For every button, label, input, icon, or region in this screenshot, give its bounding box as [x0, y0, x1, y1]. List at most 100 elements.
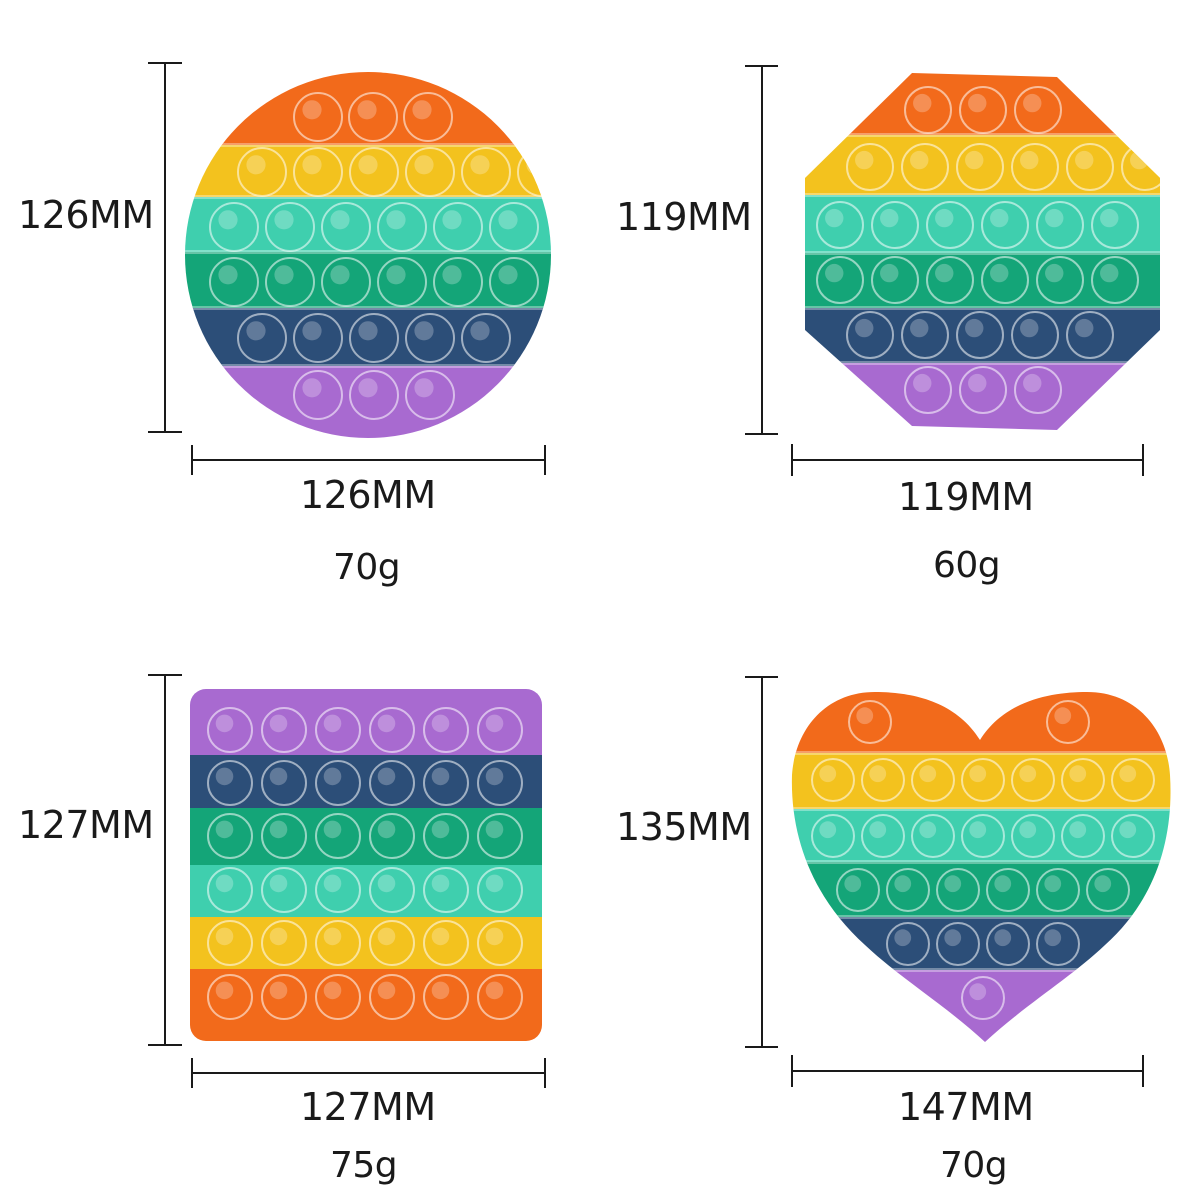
bubble	[369, 974, 415, 1020]
bubble	[369, 813, 415, 859]
bubble	[904, 366, 952, 414]
bubble-highlight	[377, 981, 396, 1000]
bubble	[477, 920, 523, 966]
bubble-highlight	[994, 929, 1012, 947]
bubble-highlight	[323, 981, 342, 1000]
bubble-highlight	[330, 265, 350, 285]
width-dimension-label: 147MM	[898, 1085, 1034, 1129]
bubble-highlight	[825, 208, 844, 228]
bubble-highlight	[269, 927, 288, 946]
bubble-highlight	[330, 210, 350, 230]
bubble	[901, 311, 949, 359]
bubble	[423, 867, 469, 913]
bubble-highlight	[269, 981, 288, 1000]
bubble-highlight	[968, 373, 987, 393]
bubble-highlight	[990, 263, 1009, 283]
bubble-highlight	[431, 927, 450, 946]
bubble	[265, 202, 315, 252]
bubble	[477, 760, 523, 806]
bubble	[321, 202, 371, 252]
bubble-highlight	[431, 714, 450, 733]
bubble	[956, 143, 1004, 191]
bubble-highlight	[246, 155, 266, 175]
heart-popit-image	[745, 676, 1171, 1087]
bubble-highlight	[386, 210, 406, 230]
bubble	[423, 920, 469, 966]
bubble	[1091, 256, 1139, 304]
bubble	[846, 311, 894, 359]
bubble-highlight	[1119, 765, 1137, 783]
bubble-highlight	[1100, 263, 1119, 283]
bubble	[261, 760, 307, 806]
bubble	[405, 313, 455, 363]
bubble	[265, 257, 315, 307]
bubble-highlight	[910, 150, 929, 170]
bubble	[433, 202, 483, 252]
bubble-highlight	[215, 767, 234, 786]
bubble-highlight	[1054, 707, 1072, 725]
bubble	[961, 758, 1005, 802]
bubble-highlight	[498, 210, 518, 230]
bubble	[811, 814, 855, 858]
bubble-highlight	[485, 927, 504, 946]
bubble	[1091, 201, 1139, 249]
bubble	[207, 813, 253, 859]
bubble	[423, 760, 469, 806]
bubble	[926, 256, 974, 304]
bubble-highlight	[414, 378, 434, 398]
bubble	[517, 147, 551, 197]
bubble	[1111, 758, 1155, 802]
circle-popit-image	[148, 62, 551, 475]
bubble	[871, 201, 919, 249]
bubble	[293, 147, 343, 197]
weight-label: 60g	[933, 545, 1001, 586]
bubble-highlight	[302, 155, 322, 175]
bubble-highlight	[1075, 150, 1094, 170]
height-dimension-label: 135MM	[616, 805, 752, 849]
bubble	[1111, 814, 1155, 858]
bubble	[816, 201, 864, 249]
bubble-highlight	[269, 820, 288, 839]
bubble	[433, 257, 483, 307]
bubble-highlight	[919, 765, 937, 783]
bubble	[816, 256, 864, 304]
bubble	[477, 813, 523, 859]
octagon-popit-image	[745, 65, 1160, 476]
bubble	[861, 758, 905, 802]
bubble-highlight	[442, 265, 462, 285]
bubble-highlight	[1075, 318, 1094, 338]
bubble-highlight	[215, 874, 234, 893]
bubble	[461, 313, 511, 363]
bubble	[861, 814, 905, 858]
bubble-highlight	[968, 93, 987, 113]
bubble	[1036, 868, 1080, 912]
bubble-highlight	[377, 714, 396, 733]
bubble	[321, 257, 371, 307]
bubble	[489, 257, 539, 307]
bubble-highlight	[1069, 765, 1087, 783]
bubble	[986, 922, 1030, 966]
bubble-highlight	[498, 265, 518, 285]
bubble-highlight	[377, 820, 396, 839]
bubble	[237, 313, 287, 363]
bubble-highlight	[215, 981, 234, 1000]
bubble	[959, 86, 1007, 134]
bubble	[981, 256, 1029, 304]
bubble-highlight	[302, 100, 322, 120]
bubble	[405, 370, 455, 420]
bubble	[261, 974, 307, 1020]
bubble	[207, 707, 253, 753]
bubble-highlight	[1044, 875, 1062, 893]
bubble	[911, 814, 955, 858]
width-dimension-label: 126MM	[300, 473, 436, 517]
bubble-highlight	[377, 927, 396, 946]
square-popit-image	[148, 674, 546, 1088]
bubble-highlight	[357, 100, 377, 120]
bubble-highlight	[994, 875, 1012, 893]
bubble-highlight	[485, 714, 504, 733]
bubble	[423, 813, 469, 859]
bubble-highlight	[944, 929, 962, 947]
bubble	[1011, 311, 1059, 359]
bubble	[315, 707, 361, 753]
bubble	[1046, 700, 1090, 744]
